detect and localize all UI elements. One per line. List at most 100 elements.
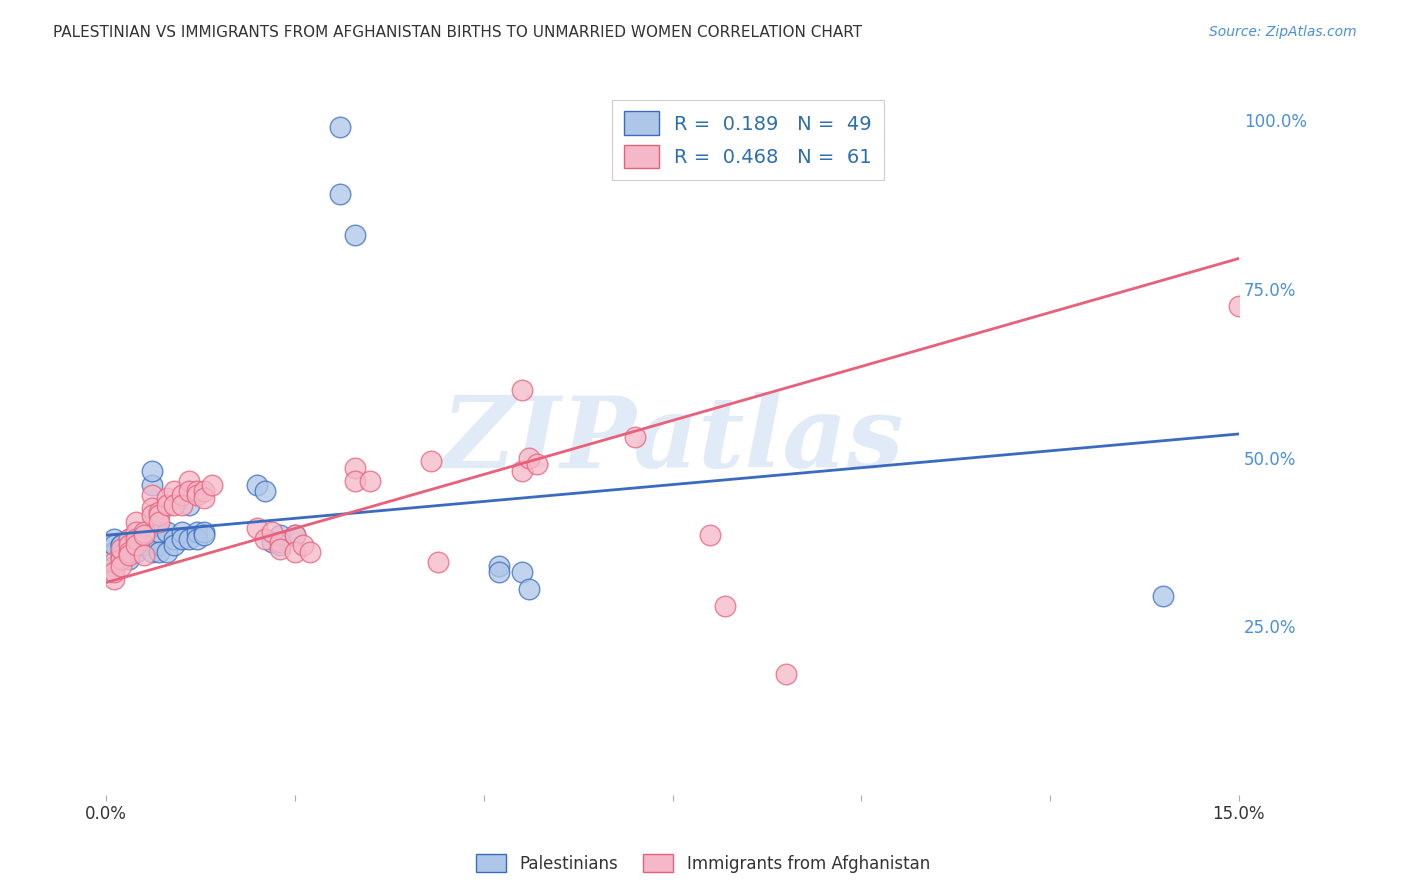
Point (193, 528, 215, 542)
Point (125, 538, 148, 552)
Point (262, 535, 284, 549)
Point (344, 227, 367, 242)
Point (329, 187, 352, 202)
Point (103, 572, 125, 586)
Point (118, 549, 141, 563)
Point (163, 538, 186, 552)
Point (141, 464, 163, 478)
Point (125, 515, 148, 529)
Point (186, 524, 208, 539)
Point (163, 498, 186, 512)
Point (269, 535, 291, 549)
Point (1227, 299, 1250, 313)
Point (179, 484, 201, 499)
Point (110, 551, 132, 566)
Point (186, 488, 208, 502)
Point (1152, 589, 1174, 603)
Point (284, 528, 307, 542)
Point (132, 524, 155, 539)
Point (269, 538, 291, 552)
Point (110, 551, 132, 566)
Legend: Palestinians, Immigrants from Afghanistan: Palestinians, Immigrants from Afghanista… (470, 847, 936, 880)
Point (132, 524, 155, 539)
Point (517, 582, 540, 597)
Point (156, 491, 179, 505)
Point (141, 477, 163, 491)
Legend: R =  0.189   N =  49, R =  0.468   N =  61: R = 0.189 N = 49, R = 0.468 N = 61 (612, 100, 883, 180)
Point (118, 538, 141, 552)
Point (110, 538, 132, 552)
Point (246, 521, 269, 535)
Point (103, 532, 125, 546)
Point (163, 532, 186, 546)
Point (148, 508, 170, 522)
Point (179, 532, 201, 546)
Point (344, 474, 367, 488)
Text: Source: ZipAtlas.com: Source: ZipAtlas.com (1209, 25, 1357, 39)
Point (813, 127, 835, 141)
Point (118, 545, 141, 559)
Point (517, 450, 540, 465)
Point (699, 528, 721, 542)
Point (193, 484, 215, 499)
Point (125, 532, 148, 546)
Point (118, 532, 141, 546)
Point (170, 498, 193, 512)
Point (103, 538, 125, 552)
Point (118, 551, 141, 566)
Point (118, 538, 141, 552)
Point (148, 515, 170, 529)
Point (179, 474, 201, 488)
Point (299, 545, 322, 559)
Point (103, 558, 125, 573)
Point (170, 488, 193, 502)
Point (103, 566, 125, 580)
Point (141, 488, 163, 502)
Point (118, 532, 141, 546)
Point (110, 545, 132, 559)
Point (110, 549, 132, 563)
Point (170, 532, 193, 546)
Point (510, 566, 533, 580)
Point (132, 549, 155, 563)
Point (510, 464, 533, 478)
Point (488, 558, 510, 573)
Point (284, 545, 307, 559)
Point (179, 498, 201, 512)
Point (148, 545, 170, 559)
Point (125, 545, 148, 559)
Point (360, 474, 382, 488)
Point (132, 538, 155, 552)
Point (170, 524, 193, 539)
Point (156, 545, 179, 559)
Point (110, 538, 132, 552)
Point (148, 524, 170, 539)
Point (253, 484, 276, 499)
Point (526, 458, 548, 472)
Point (125, 524, 148, 539)
Point (163, 484, 186, 499)
Text: PALESTINIAN VS IMMIGRANTS FROM AFGHANISTAN BIRTHS TO UNMARRIED WOMEN CORRELATION: PALESTINIAN VS IMMIGRANTS FROM AFGHANIST… (53, 25, 862, 40)
Point (253, 532, 276, 546)
Point (156, 498, 179, 512)
Point (110, 541, 132, 556)
Point (775, 666, 797, 681)
Point (110, 558, 132, 573)
Point (148, 538, 170, 552)
Point (510, 383, 533, 397)
Point (193, 491, 215, 505)
Point (284, 528, 307, 542)
Point (141, 501, 163, 516)
Point (103, 545, 125, 559)
Point (141, 545, 163, 559)
Point (269, 528, 291, 542)
Point (246, 477, 269, 491)
Point (103, 555, 125, 569)
Point (125, 532, 148, 546)
Point (623, 430, 645, 444)
Point (488, 566, 510, 580)
Point (329, 120, 352, 134)
Point (427, 555, 450, 569)
Point (201, 477, 224, 491)
Text: ZIPatlas: ZIPatlas (441, 392, 904, 489)
